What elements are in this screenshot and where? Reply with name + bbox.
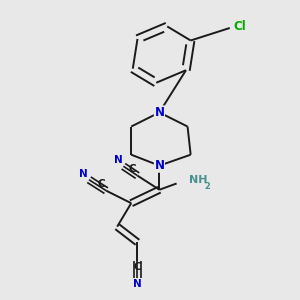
Text: N: N [133,279,142,289]
Text: Cl: Cl [233,20,246,33]
Text: N: N [79,169,88,179]
Text: C: C [98,179,105,189]
Text: N: N [114,155,122,165]
Text: 2: 2 [205,182,211,191]
Text: NH: NH [189,175,208,185]
Text: C: C [129,164,136,174]
Text: C: C [134,262,141,272]
Text: N: N [154,159,164,172]
Text: N: N [154,106,164,119]
